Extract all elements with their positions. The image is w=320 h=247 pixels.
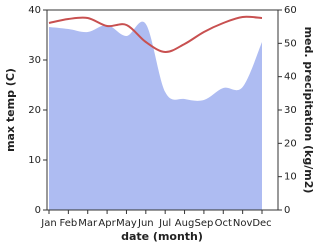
x-tick-label: Jun: [137, 218, 154, 229]
y-tick-label: 10: [28, 155, 41, 166]
y-tick-label: 30: [28, 55, 41, 66]
x-tick-label: Sep: [194, 218, 213, 229]
y-tick-label: 0: [35, 205, 41, 216]
temperature-line: [48, 15, 263, 53]
y2-tick-label: 0: [284, 205, 290, 216]
y2-axis-label: med. precipitation (kg/m2): [302, 27, 315, 194]
x-tick-label: Feb: [60, 218, 78, 229]
y-axis-label: max temp (C): [4, 68, 17, 152]
x-tick-label: Mar: [78, 218, 98, 229]
x-tick-label: Oct: [215, 218, 232, 229]
x-tick-label: May: [116, 218, 137, 229]
y2-tick-label: 10: [284, 172, 297, 183]
x-tick-label: Nov: [233, 218, 253, 229]
precipitation-area: [49, 21, 262, 210]
y2-tick-label: 40: [284, 72, 297, 83]
y2-tick-label: 50: [284, 38, 297, 49]
x-tick-label: Dec: [252, 218, 271, 229]
x-axis-label: date (month): [121, 230, 203, 243]
x-tick-label: Apr: [98, 218, 116, 229]
y-tick-label: 40: [28, 5, 41, 16]
y2-tick-label: 30: [284, 105, 297, 116]
y2-tick-label: 60: [284, 5, 297, 16]
x-tick-label: Jan: [40, 218, 56, 229]
y2-tick-label: 20: [284, 138, 297, 149]
x-tick-label: Jul: [158, 218, 171, 229]
y-tick-label: 20: [28, 105, 41, 116]
x-tick-label: Aug: [175, 218, 195, 229]
